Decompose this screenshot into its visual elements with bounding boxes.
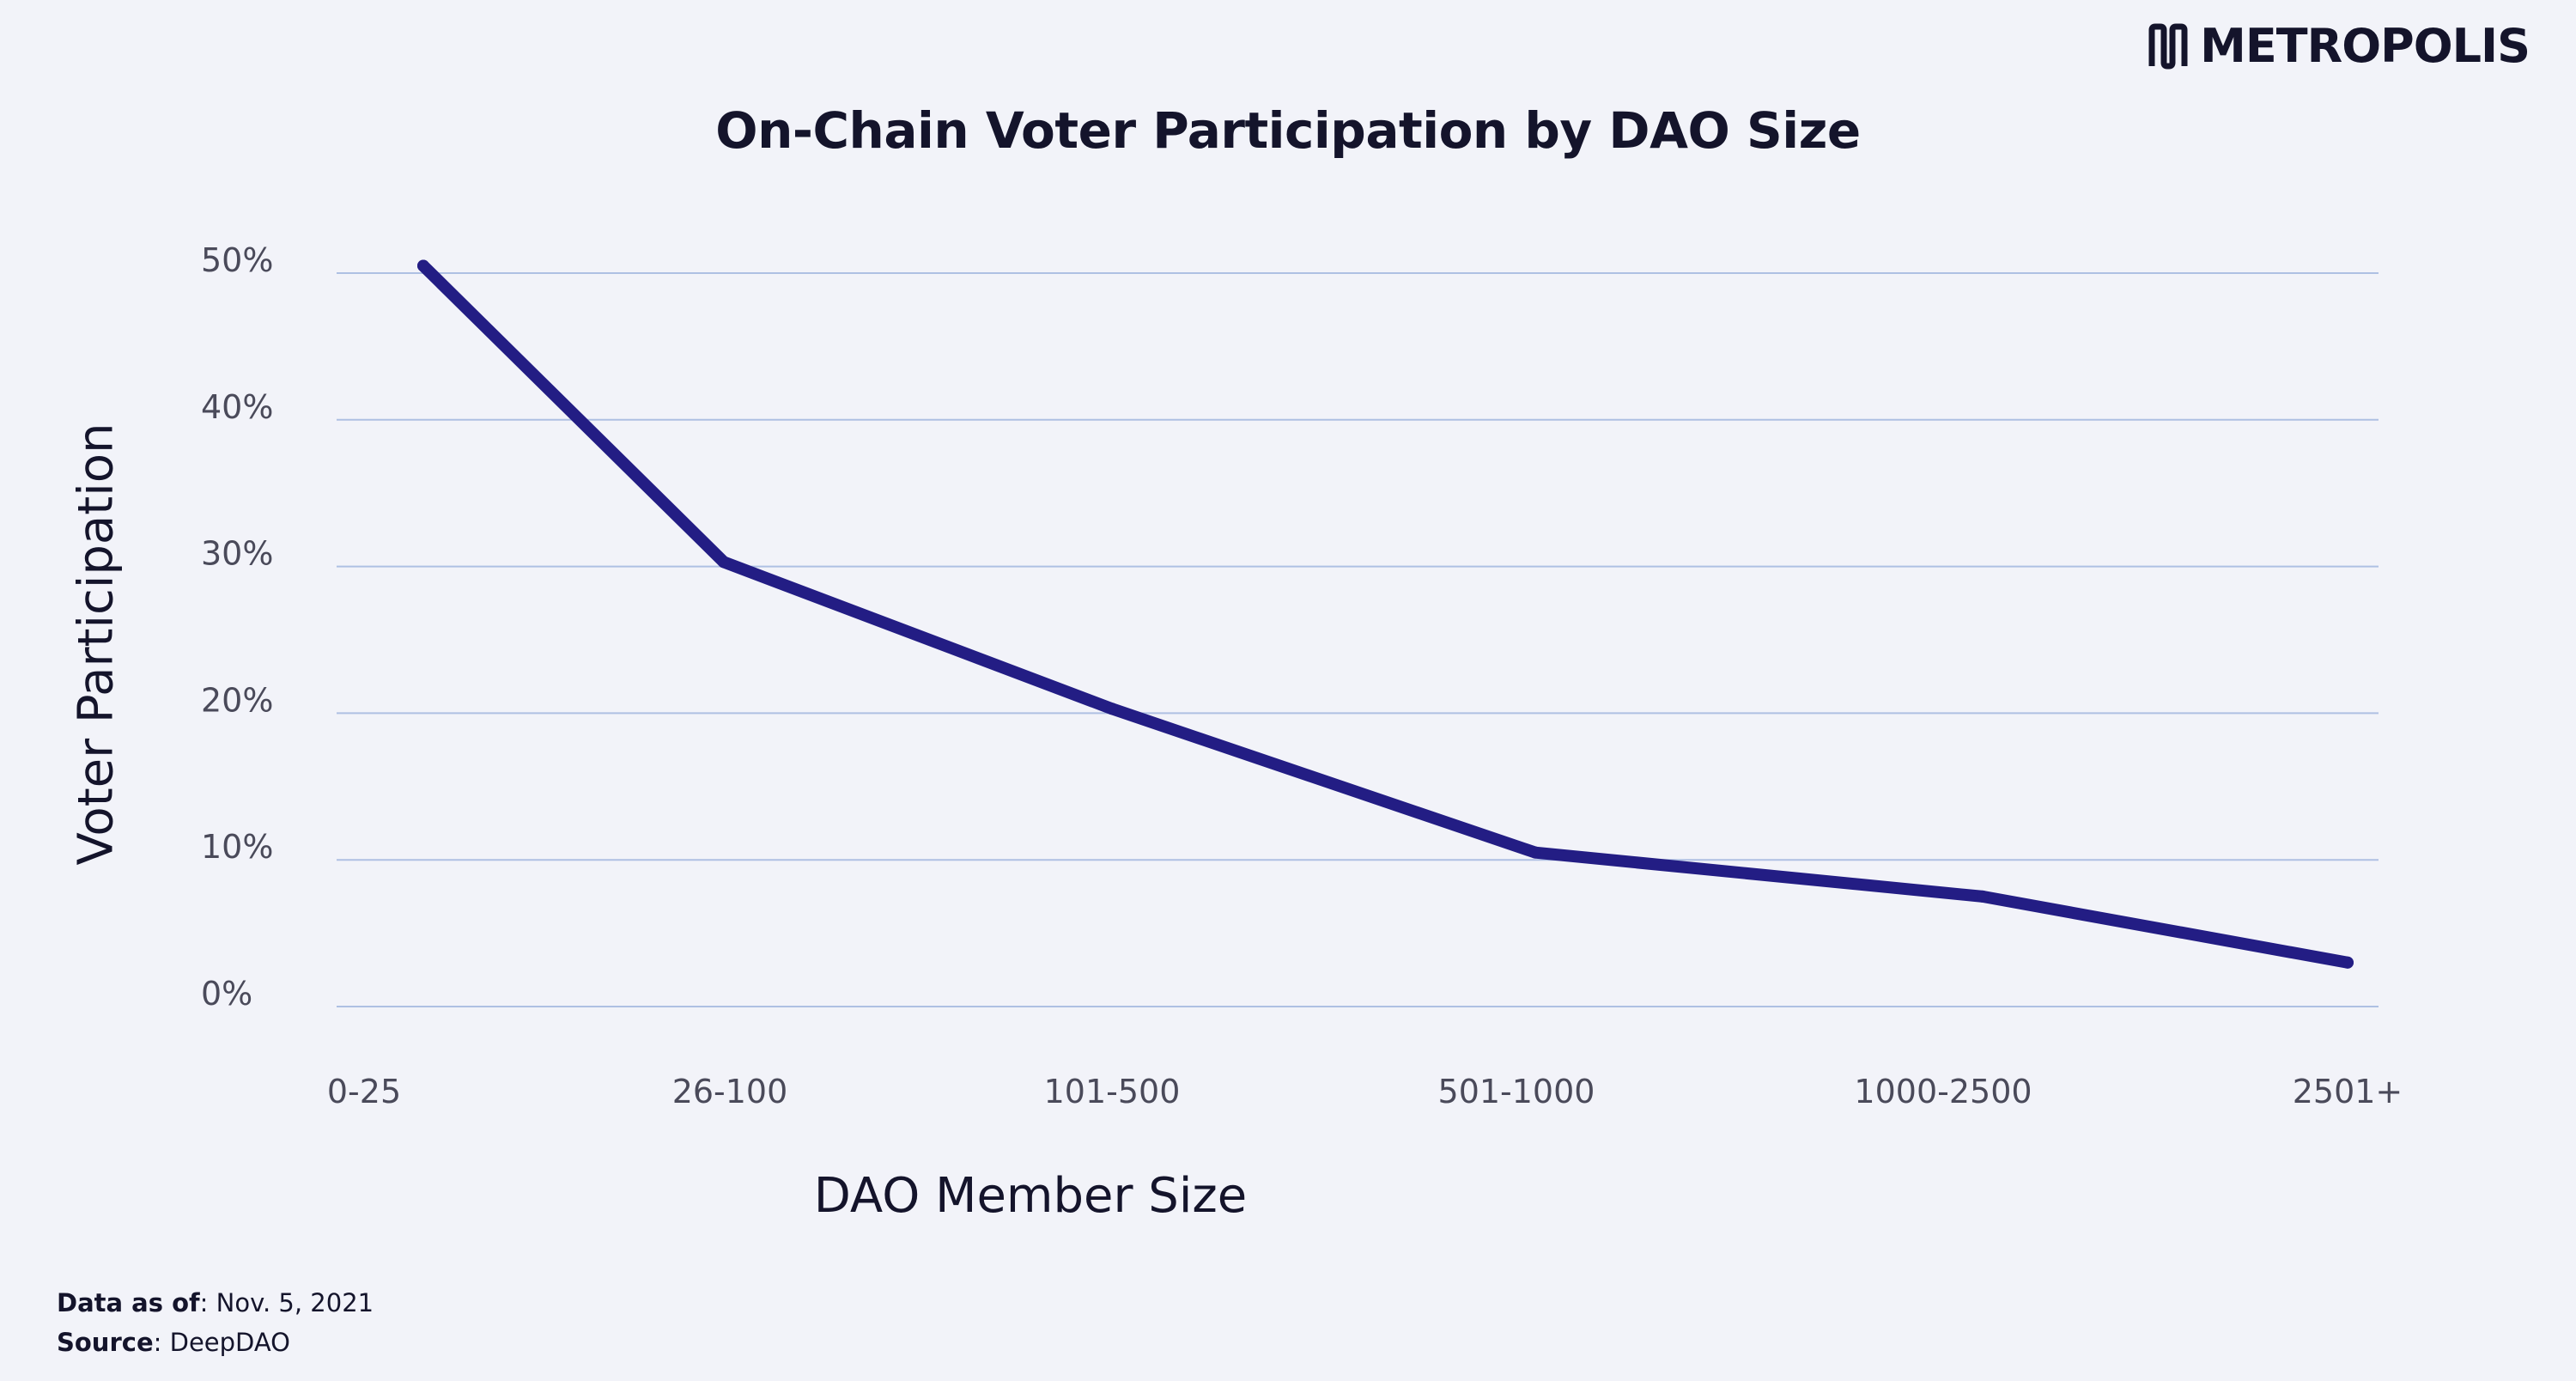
source-label: Source [57,1328,154,1357]
source-value: : DeepDAO [153,1328,291,1357]
metropolis-logo-icon [2148,23,2188,69]
x-tick-label: 26-100 [672,1073,788,1110]
data-point [2342,956,2354,969]
y-tick-label: 30% [201,535,273,573]
y-tick-label: 0% [201,975,252,1013]
y-tick-label: 40% [201,388,273,426]
brand-name: METROPOLIS [2200,19,2530,73]
data-point [417,259,429,272]
data-as-of-value: : Nov. 5, 2021 [199,1288,374,1317]
x-tick-label: 0-25 [327,1073,401,1110]
x-tick-label: 501-1000 [1438,1073,1595,1110]
grid-lines [337,272,2379,1007]
data-point [1529,846,1541,859]
data-point [718,556,730,569]
x-tick-label: 1000-2500 [1854,1073,2032,1110]
x-tick-label: 101-500 [1044,1073,1181,1110]
chart-footer: Data as of: Nov. 5, 2021 Source: DeepDAO [57,1283,374,1362]
y-tick-label: 10% [201,828,273,866]
y-tick-label: 20% [201,681,273,719]
data-point [1106,703,1118,715]
brand-logo: METROPOLIS [2148,19,2530,73]
x-axis-ticks: 0-25 26-100 101-500 501-1000 1000-2500 2501+ [327,1073,2403,1110]
series-layer [417,259,2354,969]
series-line [417,259,2354,969]
data-as-of-line: Data as of: Nov. 5, 2021 [57,1283,374,1323]
chart-title: On-Chain Voter Participation by DAO Size [715,101,1861,160]
source-line: Source: DeepDAO [57,1323,374,1362]
data-point [1977,890,1989,903]
x-axis-label: DAO Member Size [813,1168,1248,1224]
data-as-of-label: Data as of [57,1288,200,1317]
y-tick-label: 50% [201,241,273,279]
y-axis-ticks: 0% 10% 20% 30% 40% 50% [201,241,273,1013]
x-tick-label: 2501+ [2293,1073,2403,1110]
